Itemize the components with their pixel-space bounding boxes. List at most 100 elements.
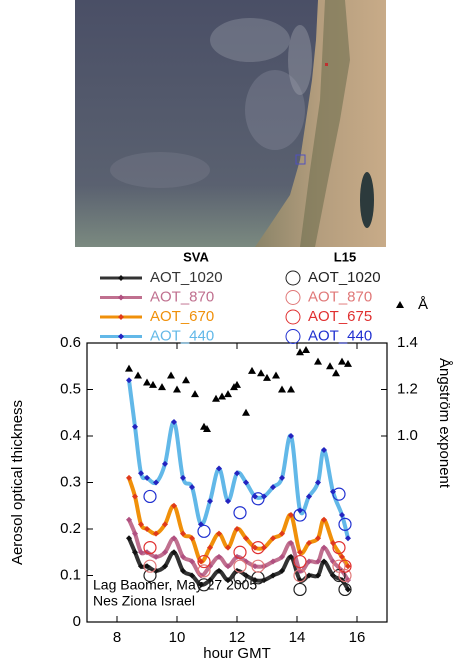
data-point (315, 572, 321, 579)
data-point (198, 581, 204, 588)
data-point (233, 559, 247, 573)
x-tick-label: 8 (113, 629, 121, 646)
data-point (171, 535, 177, 542)
data-point (180, 567, 186, 574)
data-point (288, 553, 294, 560)
data-point (306, 493, 312, 500)
data-point (126, 516, 132, 523)
data-point (332, 568, 346, 583)
annotation: Nes Ziona Israel (93, 593, 195, 609)
data-point (224, 390, 232, 398)
data-point (180, 553, 186, 560)
data-point (207, 544, 213, 551)
data-point (144, 563, 150, 570)
data-point (132, 530, 138, 537)
legend-label: AOT_1020 (308, 269, 381, 286)
data-point (288, 512, 294, 519)
data-point (332, 487, 346, 501)
data-point (332, 369, 340, 377)
data-point (293, 568, 307, 583)
data-point (339, 512, 345, 519)
data-point (144, 474, 150, 481)
data-point (125, 364, 133, 372)
data-point (252, 563, 258, 570)
data-point (270, 484, 276, 491)
data-point (138, 521, 144, 528)
data-point (293, 582, 307, 597)
data-point (321, 516, 327, 523)
x-tick-label: 16 (349, 629, 366, 646)
data-point (338, 357, 346, 365)
data-point (306, 558, 312, 565)
data-point (263, 373, 271, 381)
data-point (138, 563, 144, 570)
data-point (306, 572, 312, 579)
data-point (234, 526, 240, 532)
data-point (158, 383, 166, 391)
data-point (126, 377, 132, 384)
data-point (251, 559, 265, 573)
data-point (321, 558, 327, 565)
data-point (321, 446, 327, 453)
data-point (321, 544, 327, 551)
data-point (233, 506, 247, 520)
data-point (234, 470, 240, 477)
data-point (171, 502, 177, 509)
data-point (171, 419, 177, 426)
data-point (189, 572, 195, 579)
legend-marker (285, 290, 301, 305)
data-point (345, 535, 351, 542)
y2-tick-label: 1.4 (397, 334, 418, 351)
data-point (315, 558, 321, 565)
data-point (338, 582, 352, 597)
data-point (180, 530, 186, 537)
data-point (191, 390, 199, 398)
data-point (171, 549, 177, 556)
data-point (270, 535, 276, 542)
data-point (225, 498, 231, 505)
data-point (138, 470, 144, 477)
data-point (332, 559, 346, 573)
data-point (315, 535, 321, 542)
annotation: Lag Baomer, May 27 2005 (93, 577, 257, 593)
data-point (126, 535, 132, 542)
data-point (270, 572, 276, 579)
data-point (326, 362, 334, 370)
data-point (216, 567, 222, 574)
data-point (203, 425, 211, 433)
legend-marker (285, 309, 301, 325)
data-point (279, 567, 285, 574)
data-point (279, 474, 285, 481)
data-point (189, 558, 195, 565)
legend-title: SVA (183, 249, 209, 264)
data-point (162, 563, 168, 570)
data-point (233, 380, 241, 388)
data-point (162, 460, 168, 467)
satellite-image (75, 0, 386, 247)
y-tick-label: 0 (73, 613, 81, 630)
data-point (162, 549, 168, 556)
legend-marker (285, 270, 301, 286)
data-point (344, 359, 352, 367)
data-point (216, 530, 222, 537)
data-point (126, 474, 132, 481)
legend-label: AOT_440 (150, 327, 214, 344)
legend-label: AOT_1020 (150, 269, 223, 286)
data-point (272, 371, 280, 379)
legend-marker (118, 275, 124, 281)
data-point (270, 558, 276, 565)
data-point (278, 385, 286, 393)
data-point (149, 380, 157, 388)
data-point (345, 563, 351, 570)
data-point (132, 423, 138, 430)
data-point (338, 559, 352, 573)
y-tick-label: 0.4 (60, 427, 81, 444)
data-point (207, 498, 213, 505)
data-point (189, 484, 195, 491)
data-point (218, 392, 226, 400)
data-point (314, 357, 322, 365)
data-point (248, 366, 256, 374)
data-point (288, 433, 294, 439)
